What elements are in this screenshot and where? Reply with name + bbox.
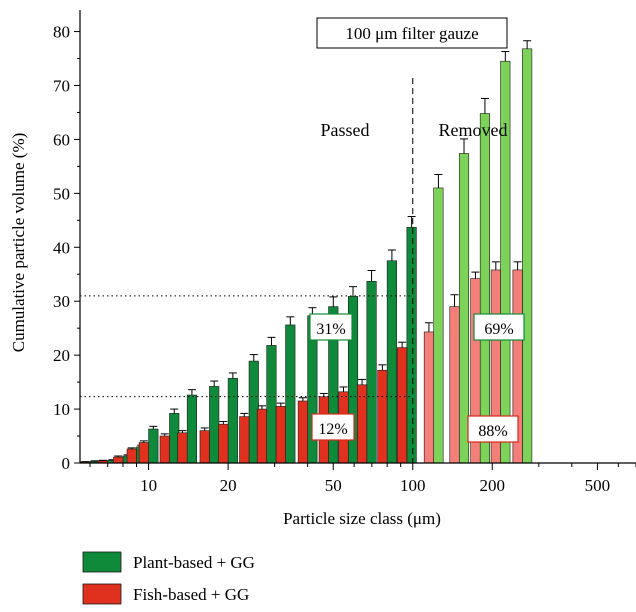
x-tick-label-20: 20 — [220, 476, 237, 495]
x-tick-label-100: 100 — [400, 476, 426, 495]
bar-fish-12 — [297, 400, 308, 464]
bar-plant-19 — [458, 153, 470, 464]
y-tick-label-0: 0 — [62, 454, 71, 473]
bar-fish-18 — [423, 331, 434, 464]
y-tick-label-10: 10 — [53, 400, 70, 419]
passed-plant-percent: 31% — [316, 321, 345, 338]
bar-plant-20 — [479, 113, 490, 464]
annotations: 31% 12% 69% 88% 100 μm filter gauze Passed Rem… — [80, 17, 525, 463]
y-tick-label-40: 40 — [53, 238, 70, 257]
bar-plant-18 — [433, 187, 444, 464]
y-tick-label-80: 80 — [53, 23, 70, 42]
y-tick-label-20: 20 — [53, 346, 70, 365]
bar-fish-3 — [126, 448, 137, 464]
bar-fish-5 — [159, 435, 170, 464]
bar-fish-16 — [377, 369, 388, 464]
x-tick-label-200: 200 — [480, 476, 506, 495]
y-tick-label-30: 30 — [53, 292, 70, 311]
bar-plant-8 — [227, 378, 238, 464]
legend-label-1: Fish-based + GG — [133, 585, 249, 604]
bar-fish-19 — [449, 306, 460, 464]
removed-fish-percent-box — [467, 415, 519, 443]
bar-fish-10 — [256, 408, 268, 464]
bar-plant-10 — [266, 345, 277, 464]
bar-plant-6 — [186, 394, 197, 464]
x-tick-label-10: 10 — [140, 476, 157, 495]
bar-fish-6 — [177, 432, 188, 464]
bar-fish-8 — [218, 423, 229, 464]
region-label-passed: Passed — [321, 120, 370, 140]
legend-swatch-1 — [82, 583, 122, 605]
y-tick-label-70: 70 — [53, 77, 70, 96]
region-label-removed: Removed — [439, 120, 508, 140]
bar-plant-4 — [148, 428, 159, 464]
x-axis-label: Particle size class (μm) — [283, 509, 441, 528]
removed-plant-percent: 69% — [484, 321, 513, 338]
bar-plant-16 — [386, 260, 397, 464]
passed-plant-percent-box — [309, 313, 353, 341]
removed-plant-percent-box — [473, 313, 525, 341]
bar-fish-17 — [397, 347, 408, 464]
legend: Plant-based + GG Fish-based + GG — [82, 551, 255, 605]
plot-area — [80, 40, 533, 464]
axes: 0 10 20 30 40 50 60 70 80 10 20 50 100 200 500 Particle… — [9, 10, 636, 528]
y-axis-label: Cumulative particle volume (%) — [9, 133, 28, 353]
y-tick-label-60: 60 — [53, 130, 70, 149]
bar-plant-7 — [209, 386, 220, 464]
filter-gauze-box — [316, 17, 508, 49]
bar-fish-2 — [113, 456, 124, 464]
passed-fish-percent-box — [311, 413, 355, 441]
legend-label-0: Plant-based + GG — [133, 553, 255, 572]
passed-fish-percent: 12% — [318, 421, 347, 438]
bar-fish-15 — [357, 384, 368, 464]
bar-fish-4 — [138, 442, 149, 464]
y-tick-label-50: 50 — [53, 184, 70, 203]
bar-plant-15 — [366, 280, 377, 464]
bar-fish-11 — [275, 406, 286, 464]
bar-fish-7 — [199, 430, 210, 464]
bar-plant-11 — [285, 324, 296, 464]
bar-plant-17 — [406, 227, 417, 464]
x-tick-label-50: 50 — [325, 476, 342, 495]
bar-plant-22 — [522, 48, 533, 464]
removed-fish-percent: 88% — [478, 423, 507, 440]
filter-gauze-label: 100 μm filter gauze — [345, 24, 478, 43]
bar-fish-9 — [239, 416, 250, 464]
x-tick-label-500: 500 — [585, 476, 611, 495]
legend-swatch-0 — [82, 551, 122, 573]
